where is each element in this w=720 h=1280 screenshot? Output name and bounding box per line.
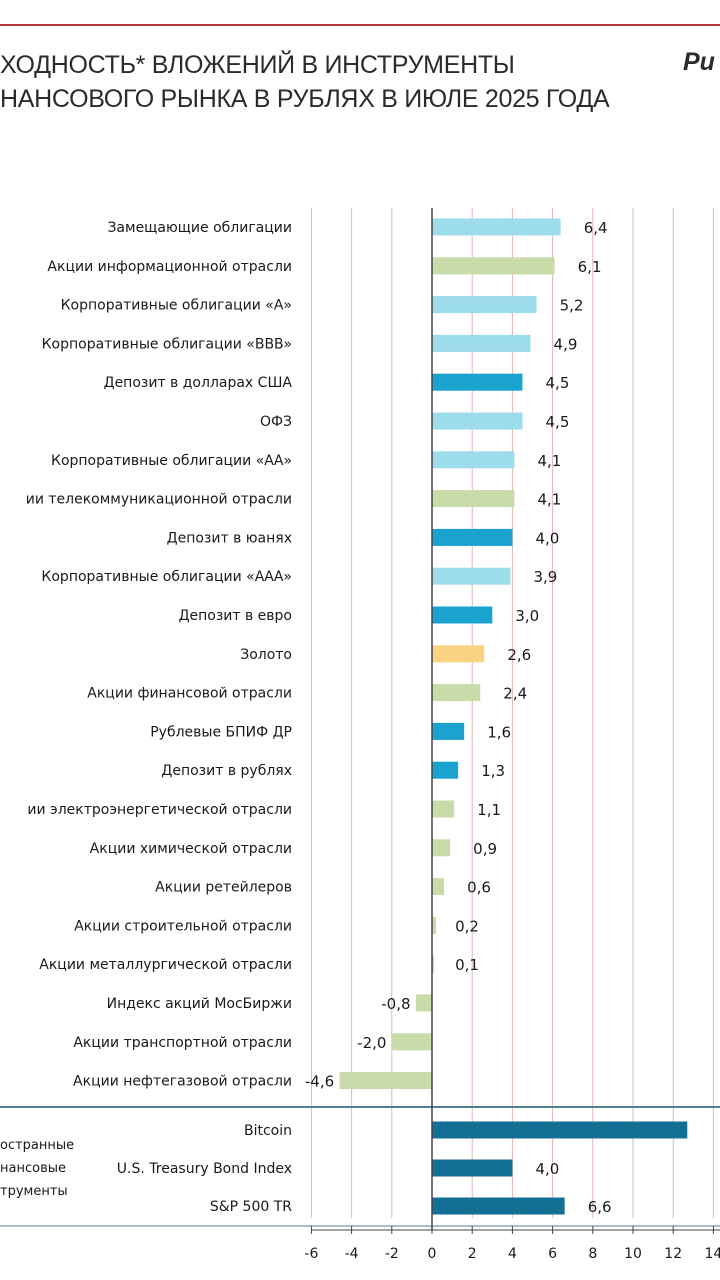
bar-24 — [432, 1121, 688, 1139]
bar-16 — [432, 800, 455, 818]
bar-22 — [391, 1033, 432, 1051]
category-label-19: Акции строительной отрасли — [74, 918, 292, 934]
value-label-6: 4,5 — [546, 413, 570, 431]
value-label-1: 6,4 — [584, 219, 608, 237]
x-tick-label: -6 — [304, 1246, 318, 1262]
category-label-4: Корпоративные облигации «BBB» — [42, 336, 292, 352]
category-label-1: Замещающие облигации — [107, 220, 292, 236]
category-label-14: Рублевые БПИФ ДР — [150, 724, 292, 740]
value-label-23: -4,6 — [305, 1073, 334, 1091]
x-tick-label: 8 — [588, 1246, 597, 1262]
top-rule — [0, 24, 720, 26]
category-label-9: Депозит в юанях — [167, 530, 292, 546]
value-label-21: -0,8 — [381, 995, 410, 1013]
value-label-11: 3,0 — [515, 607, 539, 625]
bar-4 — [432, 334, 531, 352]
value-label-10: 3,9 — [533, 568, 557, 586]
bar-12 — [432, 645, 485, 663]
chart-title: ХОДНОСТЬ* ВЛОЖЕНИЙ В ИНСТРУМЕНТЫ НАНСОВО… — [0, 48, 700, 116]
bar-19 — [432, 916, 437, 934]
category-label-11: Депозит в евро — [179, 608, 292, 624]
bar-10 — [432, 567, 511, 585]
value-label-25: 4,0 — [535, 1160, 559, 1178]
category-label-5: Депозит в долларах США — [104, 375, 293, 391]
x-tick-label: 10 — [624, 1246, 642, 1262]
value-label-9: 4,0 — [535, 529, 559, 547]
category-label-2: Акции информационной отрасли — [47, 259, 292, 275]
x-tick-label: 6 — [548, 1246, 557, 1262]
bar-20 — [432, 955, 435, 973]
value-label-26: 6,6 — [588, 1198, 612, 1216]
value-label-22: -2,0 — [357, 1034, 386, 1052]
bar-21 — [415, 994, 432, 1012]
value-label-4: 4,9 — [554, 335, 578, 353]
chart-title-line-2: НАНСОВОГО РЫНКА В РУБЛЯХ В ИЮЛЕ 2025 ГОД… — [0, 85, 610, 113]
bar-5 — [432, 373, 523, 391]
bar-15 — [432, 761, 459, 779]
category-label-7: Корпоративные облигации «АА» — [51, 453, 292, 469]
value-label-12: 2,6 — [507, 646, 531, 664]
value-label-7: 4,1 — [537, 452, 561, 470]
category-label-22: Акции транспортной отрасли — [73, 1035, 292, 1051]
chart-title-line-1: ХОДНОСТЬ* ВЛОЖЕНИЙ В ИНСТРУМЕНТЫ — [0, 51, 515, 79]
bar-25 — [432, 1159, 513, 1177]
bar-9 — [432, 528, 513, 546]
category-label-26: S&P 500 TR — [210, 1199, 292, 1215]
x-tick-label: -4 — [345, 1246, 359, 1262]
bar-1 — [432, 218, 561, 236]
figure-label: Ри — [683, 48, 715, 76]
bar-8 — [432, 490, 515, 508]
bar-11 — [432, 606, 493, 624]
value-label-8: 4,1 — [537, 491, 561, 509]
category-label-21: Индекс акций МосБиржи — [107, 996, 292, 1012]
value-label-18: 0,6 — [467, 879, 491, 897]
bar-14 — [432, 722, 465, 740]
category-label-13: Акции финансовой отрасли — [87, 686, 292, 702]
value-label-17: 0,9 — [473, 840, 497, 858]
category-label-18: Акции ретейлеров — [155, 880, 292, 896]
bar-26 — [432, 1197, 565, 1215]
foreign-instruments-group-label: остранные нансовые трументы — [0, 1138, 75, 1199]
bar-17 — [432, 839, 451, 857]
value-label-13: 2,4 — [503, 685, 527, 703]
value-label-19: 0,2 — [455, 917, 479, 935]
category-label-24: Bitcoin — [244, 1123, 292, 1139]
x-tick-label: -2 — [385, 1246, 399, 1262]
category-label-8: ии телекоммуникационной отрасли — [26, 492, 292, 508]
category-label-20: Акции металлургической отрасли — [39, 957, 292, 973]
bar-3 — [432, 296, 537, 314]
x-tick-label: 4 — [508, 1246, 517, 1262]
bar-7 — [432, 451, 515, 469]
category-label-17: Акции химической отрасли — [90, 841, 292, 857]
category-label-23: Акции нефтегазовой отрасли — [73, 1074, 292, 1090]
bar-2 — [432, 257, 555, 275]
bar-6 — [432, 412, 523, 430]
value-label-15: 1,3 — [481, 762, 505, 780]
category-label-15: Депозит в рублях — [161, 763, 292, 779]
value-label-20: 0,1 — [455, 956, 479, 974]
x-tick-label: 2 — [468, 1246, 477, 1262]
value-label-2: 6,1 — [578, 258, 602, 276]
value-label-3: 5,2 — [560, 297, 584, 315]
category-label-12: Золото — [240, 647, 292, 663]
x-tick-label: 0 — [428, 1246, 437, 1262]
category-label-16: ии электроэнергетической отрасли — [27, 802, 292, 818]
bar-23 — [339, 1072, 432, 1090]
bar-18 — [432, 878, 445, 896]
category-label-6: ОФЗ — [260, 414, 292, 430]
category-label-10: Корпоративные облигации «ААА» — [41, 569, 292, 585]
x-tick-label: 12 — [664, 1246, 682, 1262]
category-label-25: U.S. Treasury Bond Index — [117, 1161, 292, 1177]
x-tick-label: 14 — [704, 1246, 720, 1262]
value-label-14: 1,6 — [487, 723, 511, 741]
category-label-3: Корпоративные облигации «А» — [61, 298, 292, 314]
value-label-16: 1,1 — [477, 801, 501, 819]
bar-13 — [432, 684, 481, 702]
value-label-5: 4,5 — [546, 374, 570, 392]
